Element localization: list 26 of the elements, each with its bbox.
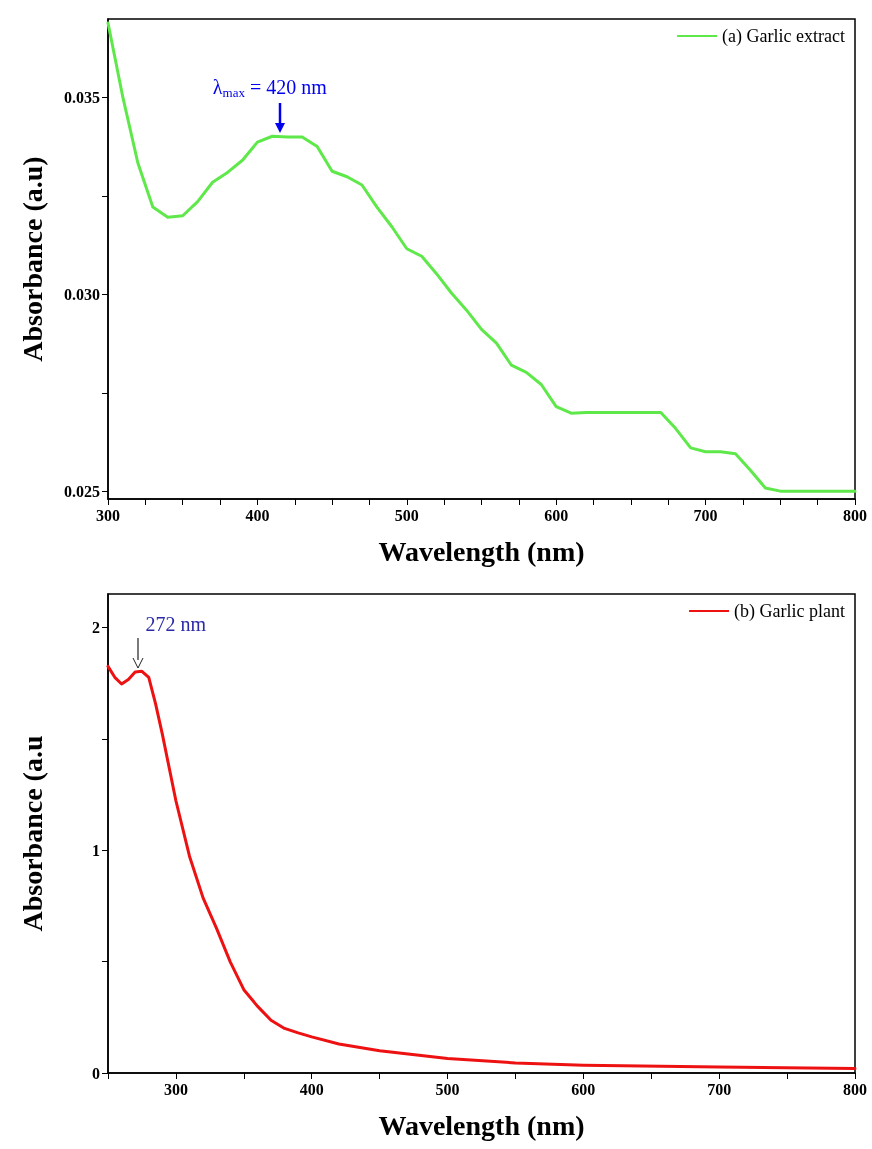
y-tick-label: 0.030	[64, 285, 100, 303]
y-tick-label: 0	[92, 1064, 100, 1082]
x-tick-label: 500	[394, 506, 419, 524]
x-tick-label: 300	[163, 1080, 188, 1098]
x-tick-label: 400	[245, 506, 270, 524]
x-axis-title: Wavelength (nm)	[378, 1109, 585, 1141]
y-tick-label: 0.025	[64, 482, 100, 500]
line-series	[106, 21, 857, 493]
x-axis-title: Wavelength (nm)	[378, 535, 585, 567]
x-tick-label: 800	[843, 1080, 867, 1098]
x-tick-label: 800	[843, 506, 867, 524]
x-tick-label: 700	[707, 1080, 732, 1098]
y-tick-label: 2	[92, 618, 100, 636]
y-tick-label: 1	[92, 841, 100, 859]
annotation: 272 nm	[145, 612, 207, 635]
x-tick-label: 400	[299, 1080, 324, 1098]
legend-label: (a) Garlic extract	[722, 26, 846, 47]
legend-label: (b) Garlic plant	[734, 601, 845, 622]
x-tick-label: 700	[693, 506, 718, 524]
x-tick-label: 300	[96, 506, 120, 524]
x-tick-label: 500	[435, 1080, 460, 1098]
y-axis-title: Absorbance (a.u)	[16, 156, 48, 362]
x-tick-label: 600	[571, 1080, 596, 1098]
y-axis-title: Absorbance (a.u	[16, 735, 48, 932]
y-tick-label: 0.035	[64, 89, 100, 107]
x-tick-label: 600	[544, 506, 569, 524]
